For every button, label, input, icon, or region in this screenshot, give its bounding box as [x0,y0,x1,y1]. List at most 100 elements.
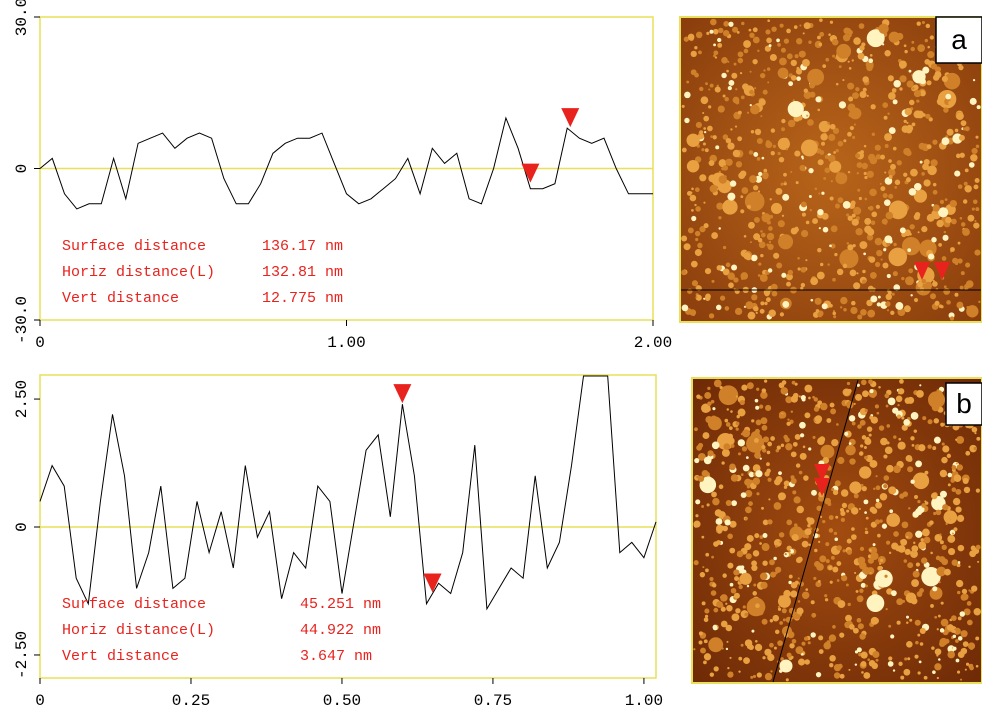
grain [893,284,901,291]
grain [947,547,956,556]
grain [731,613,740,622]
grain [730,474,739,482]
grain [853,402,856,405]
grain [752,58,758,65]
grain [851,507,859,515]
grain [913,297,919,303]
grain [724,418,729,423]
grain [715,518,723,525]
grain [950,247,955,252]
grain [933,418,940,424]
grain [906,615,910,619]
grain [865,516,869,520]
grain [924,281,933,290]
grain [768,498,771,501]
grain [800,286,804,290]
grain [853,37,861,45]
grain [932,281,938,287]
grain [705,568,709,573]
grain [686,160,700,173]
grain [926,144,932,150]
grain [727,272,736,280]
grain [861,162,868,170]
grain [830,180,833,183]
grain [886,424,891,428]
grain [712,28,719,35]
grain [735,421,740,426]
grain [953,527,958,532]
grain [834,203,840,209]
grain [940,601,944,605]
grain [958,134,965,141]
grain [783,485,788,489]
grain [862,390,869,398]
grain [773,538,782,547]
grain [831,487,835,492]
x-tick-label: 1.00 [327,334,365,352]
grain [871,211,878,218]
grain [833,672,841,679]
grain [733,569,740,576]
grain [797,577,800,580]
grain [762,533,768,538]
grain [699,174,707,182]
grain [790,410,794,413]
grain [923,536,931,544]
grain [757,190,761,193]
grain [825,57,830,62]
grain [960,120,967,127]
grain [840,306,843,309]
grain [847,82,855,90]
grain [897,545,906,553]
grain [817,247,822,253]
y-tick-label: -30.0 [13,296,31,344]
grain [830,243,836,249]
grain [834,252,838,257]
grain [735,161,743,168]
grain [738,584,743,590]
grain [960,271,965,276]
grain [854,663,858,666]
grain [699,571,706,578]
grain [847,388,852,394]
grain [778,156,785,163]
grain [759,542,762,545]
grain [776,262,783,269]
grain [966,619,973,626]
grain [714,86,721,93]
grain [866,594,885,613]
grain [722,245,727,250]
grain [793,527,797,531]
grain [835,172,848,185]
grain [734,576,739,581]
grain [883,475,890,481]
grain [965,450,971,456]
grain [955,438,958,441]
grain [927,444,932,449]
grain [870,104,876,110]
grain [740,195,744,199]
grain [938,556,946,563]
grain [917,281,923,288]
grain [884,144,889,148]
grain [766,232,775,241]
grain [949,199,958,208]
grain [862,87,867,92]
grain [730,128,733,131]
grain [941,544,947,551]
grain [921,226,928,233]
grain [794,382,798,386]
grain [725,137,732,144]
panel-label: a [951,24,967,55]
grain [975,135,979,139]
grain [694,203,697,207]
grain [867,153,876,162]
grain [830,408,837,415]
grain [828,515,834,520]
grain [792,392,799,399]
grain [946,300,951,305]
grain [767,268,773,273]
grain [697,453,706,461]
grain [828,133,836,142]
grain [888,247,908,267]
